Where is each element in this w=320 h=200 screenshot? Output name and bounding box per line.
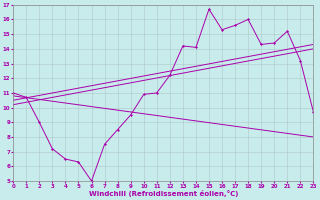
X-axis label: Windchill (Refroidissement éolien,°C): Windchill (Refroidissement éolien,°C): [89, 190, 238, 197]
